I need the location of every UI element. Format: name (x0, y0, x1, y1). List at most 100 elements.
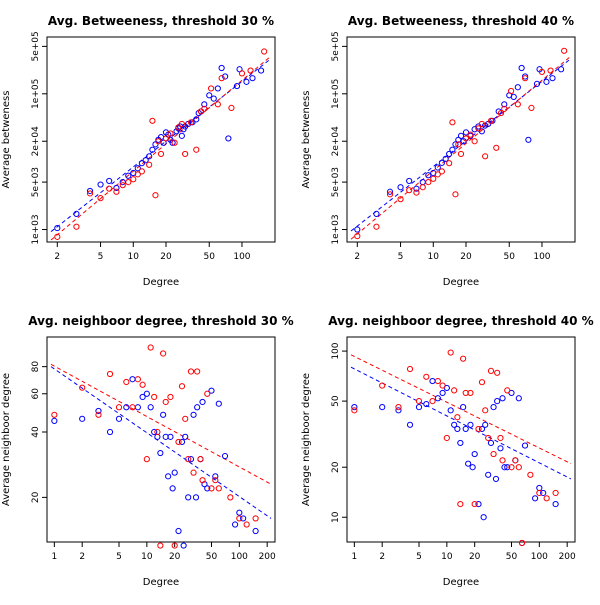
data-point (165, 473, 172, 480)
fit-line (50, 363, 272, 485)
x-tick-label: 50 (204, 252, 216, 262)
data-point (419, 184, 426, 191)
data-point (452, 141, 459, 148)
data-point (225, 135, 232, 142)
data-point (497, 109, 505, 117)
data-point (182, 415, 189, 422)
x-tick-label: 5 (416, 552, 422, 562)
data-point (190, 411, 197, 418)
data-point (558, 66, 565, 73)
data-point (113, 184, 120, 192)
y-tick-label: 1e+03 (331, 214, 341, 244)
data-point (451, 421, 458, 428)
data-point (134, 404, 141, 411)
y-tick-label: 5e+05 (31, 31, 41, 61)
data-point (521, 442, 529, 449)
x-axis-title: Degree (143, 577, 179, 588)
x-tick-label: 50 (504, 252, 516, 262)
y-tick-label: 1e+03 (31, 214, 41, 244)
chart-panel-2: Avg. neighboor degree, threshold 30 % 1 2 5… (1, 314, 294, 588)
data-point (185, 456, 192, 463)
data-point (439, 382, 446, 389)
x-tick-label: 2 (379, 552, 385, 562)
x-tick-label: 50 (506, 552, 518, 562)
fit-line (350, 55, 572, 240)
data-point (429, 398, 436, 405)
data-point (460, 355, 467, 362)
data-point (531, 495, 539, 502)
data-point (129, 376, 136, 383)
data-point (143, 390, 150, 397)
data-point (171, 542, 178, 549)
chart-title: Avg. neighboor degree, threshold 40 % (328, 314, 593, 328)
data-point (487, 117, 495, 124)
data-point (142, 157, 149, 164)
data-point (95, 407, 102, 415)
x-tick-label: 20 (160, 252, 172, 262)
y-tick-label: 5e+05 (331, 31, 341, 61)
data-point (457, 132, 465, 139)
data-point (138, 160, 145, 167)
data-point (151, 428, 158, 436)
data-point (490, 404, 497, 411)
x-tick-label: 20 (460, 252, 472, 262)
data-point (549, 75, 556, 82)
plot-frame (46, 336, 276, 543)
data-point (258, 67, 265, 74)
data-point (518, 539, 526, 547)
chart-panel-3: Avg. neighboor degree, threshold 40 % 1 2 5… (301, 314, 594, 588)
data-point (167, 393, 174, 401)
data-point (113, 188, 120, 195)
x-tick-label: 20 (469, 552, 481, 562)
x-tick-label: 2 (79, 552, 85, 562)
x-tick-label: 100 (531, 552, 548, 562)
data-point (478, 379, 486, 386)
data-point (233, 82, 241, 90)
y-tick-label: 60 (31, 388, 41, 400)
data-point (507, 87, 515, 95)
data-point (425, 172, 432, 179)
x-tick-label: 5 (398, 252, 404, 262)
y-tick-label: 100 (331, 342, 341, 359)
data-point (178, 132, 185, 139)
data-point (206, 92, 213, 99)
data-point (86, 190, 94, 197)
data-point (518, 64, 525, 72)
data-point (514, 84, 521, 91)
data-point (152, 192, 159, 199)
data-point (243, 521, 250, 528)
data-point (221, 452, 229, 460)
data-point (193, 116, 200, 123)
data-point (497, 434, 504, 442)
data-point (446, 160, 453, 167)
data-point (467, 131, 474, 138)
y-tick-label: 1e+05 (31, 79, 41, 109)
data-point (528, 104, 535, 111)
data-point (515, 395, 522, 402)
data-point (373, 223, 380, 230)
data-point (434, 395, 441, 402)
data-point (494, 398, 501, 405)
y-tick-label: 2e+04 (31, 126, 41, 157)
data-point (252, 515, 259, 522)
data-point (406, 187, 413, 194)
data-point (438, 159, 445, 166)
data-point (204, 390, 211, 397)
data-point (423, 400, 430, 408)
data-point (243, 78, 250, 85)
data-point (194, 404, 201, 411)
data-point (54, 224, 61, 232)
x-tick-label: 200 (259, 552, 276, 562)
data-point (482, 122, 489, 129)
data-point (240, 515, 247, 522)
data-point (413, 189, 420, 196)
data-point (447, 407, 454, 414)
data-point (547, 67, 554, 74)
data-point (218, 75, 225, 82)
data-point (149, 117, 156, 124)
y-axis-title: Average betweness (301, 91, 312, 189)
data-point (190, 469, 197, 476)
data-point (439, 389, 446, 397)
chart-panel-1: Avg. Betweeness, threshold 40 % 2 5 10 20 50 1… (301, 14, 576, 288)
y-tick-label: 5e+03 (331, 167, 341, 197)
